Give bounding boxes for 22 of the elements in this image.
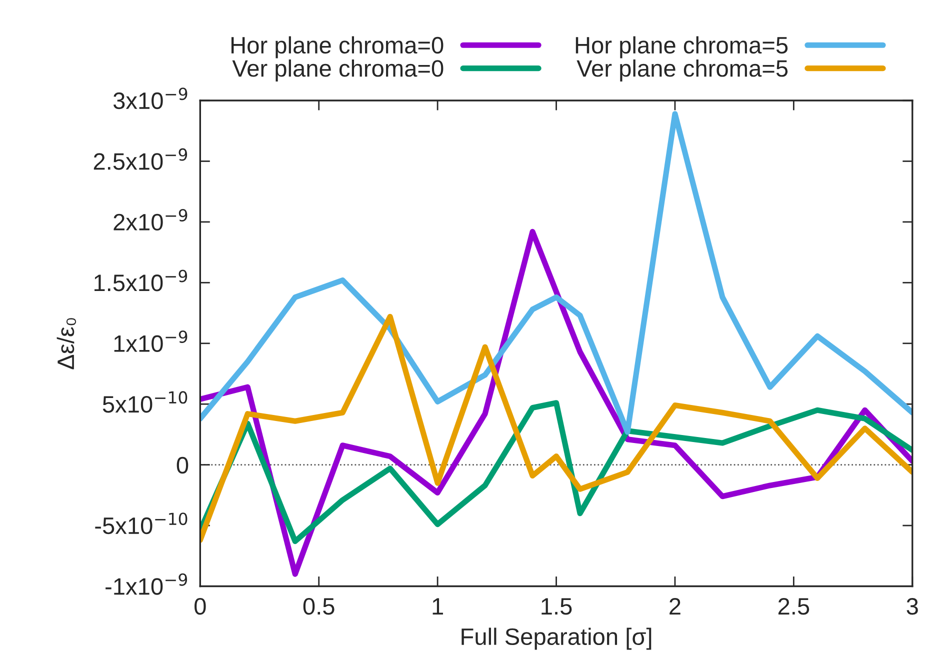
x-tick-label: 2.5 (778, 598, 810, 615)
x-tick-label: 1 (432, 598, 443, 614)
x-tick-label: 2 (670, 598, 680, 614)
y-tick-label: 1.5x10$^{−9}$ (94, 270, 188, 292)
legend-label: Ver plane chroma=5 (576, 59, 788, 82)
legend-label: Hor plane chroma=0 (231, 36, 444, 58)
y-axis-title: Δε/ε₀ (56, 318, 76, 370)
x-axis-title: Full Separation [σ] (462, 628, 652, 650)
y-tick-label: 3x10$^{−9}$ (113, 88, 188, 110)
y-tick-label: 1x10$^{−9}$ (114, 330, 188, 352)
x-tick-label: 3 (906, 598, 918, 615)
x-tick-label: 0 (194, 598, 206, 615)
legend-label: Ver plane chroma=0 (232, 59, 444, 82)
y-tick-label: 5x10$^{−10}$ (102, 391, 188, 413)
x-tick-label: 1.5 (542, 598, 572, 615)
y-tick-label: 0 (176, 456, 188, 474)
y-tick-label: -1x10$^{−9}$ (106, 573, 188, 595)
y-tick-label: -5x10$^{−10}$ (95, 512, 188, 534)
y-tick-label: 2.5x10$^{−9}$ (94, 148, 188, 170)
x-tick-label: 0.5 (303, 598, 334, 615)
legend-label: Hor plane chroma=5 (576, 36, 788, 58)
y-tick-label: 2x10$^{−9}$ (114, 209, 188, 231)
